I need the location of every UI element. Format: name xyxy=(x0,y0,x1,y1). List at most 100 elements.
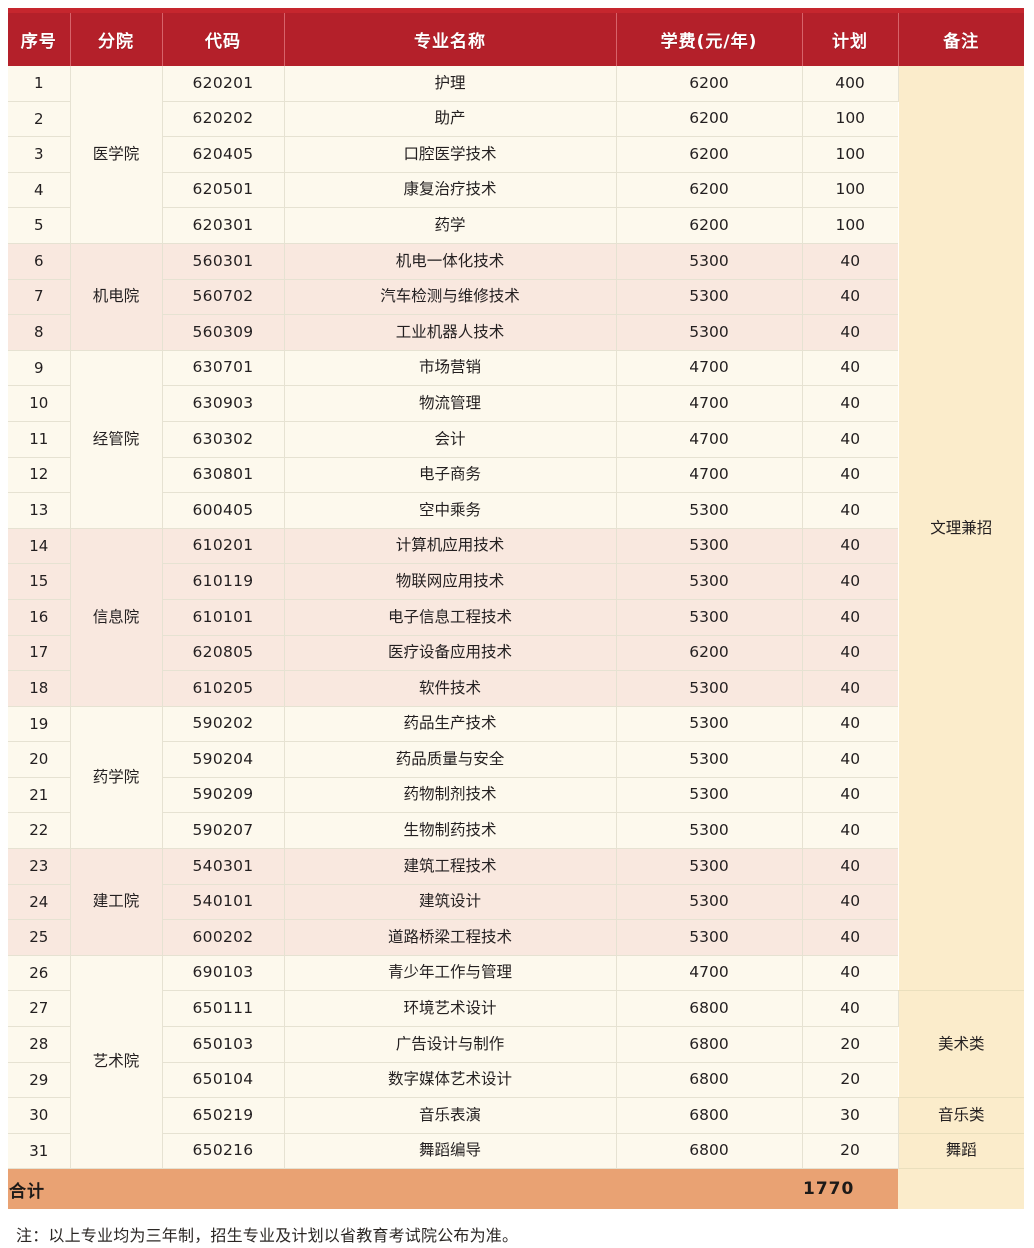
total-label: 合计 xyxy=(8,1168,802,1210)
table-row: 15 610119 物联网应用技术 5300 40 xyxy=(8,563,1024,600)
table-row: 21 590209 药物制剂技术 5300 40 xyxy=(8,777,1024,814)
cell-code: 620301 xyxy=(162,207,285,244)
cell-major: 环境艺术设计 xyxy=(284,990,617,1028)
cell-plan: 40 xyxy=(802,314,898,351)
cell-fee: 5300 xyxy=(616,706,803,743)
table-row: 17 620805 医疗设备应用技术 6200 40 xyxy=(8,635,1024,672)
cell-seq: 8 xyxy=(8,314,71,351)
cell-major: 工业机器人技术 xyxy=(284,314,617,351)
cell-seq: 10 xyxy=(8,385,71,422)
cell-code: 620202 xyxy=(162,101,285,138)
cell-fee: 5300 xyxy=(616,563,803,600)
cell-note: 音乐类 xyxy=(898,1097,1024,1134)
cell-seq: 18 xyxy=(8,670,71,707)
cell-code: 540301 xyxy=(162,848,285,885)
cell-dept: 药学院 xyxy=(70,706,163,850)
cell-plan: 40 xyxy=(802,848,898,885)
cell-seq: 14 xyxy=(8,528,71,565)
table-row: 18 610205 软件技术 5300 40 xyxy=(8,670,1024,707)
cell-code: 540101 xyxy=(162,884,285,921)
cell-code: 590204 xyxy=(162,741,285,778)
cell-fee: 5300 xyxy=(616,812,803,850)
cell-plan: 40 xyxy=(802,421,898,458)
cell-seq: 30 xyxy=(8,1097,71,1134)
cell-seq: 4 xyxy=(8,172,71,209)
cell-note: 美术类 xyxy=(898,990,1024,1099)
cell-major: 广告设计与制作 xyxy=(284,1026,617,1063)
table-row: 30 650219 音乐表演 6800 30 音乐类 xyxy=(8,1097,1024,1134)
table-row: 23 建工院 540301 建筑工程技术 5300 40 xyxy=(8,848,1024,956)
cell-major: 药学 xyxy=(284,207,617,244)
table-row: 1 医学院 620201 护理 6200 400 文理兼招 xyxy=(8,66,1024,992)
cell-seq: 27 xyxy=(8,990,71,1028)
cell-fee: 6200 xyxy=(616,66,803,102)
cell-plan: 100 xyxy=(802,136,898,173)
table-row: 26 艺术院 690103 青少年工作与管理 4700 40 xyxy=(8,955,1024,1170)
cell-major: 电子信息工程技术 xyxy=(284,599,617,636)
cell-major: 护理 xyxy=(284,66,617,102)
cell-plan: 40 xyxy=(802,706,898,743)
cell-seq: 29 xyxy=(8,1062,71,1099)
cell-fee: 6200 xyxy=(616,101,803,138)
cell-major: 空中乘务 xyxy=(284,492,617,529)
cell-seq: 1 xyxy=(8,66,71,102)
table-row: 20 590204 药品质量与安全 5300 40 xyxy=(8,741,1024,778)
column-header-fee: 学费(元/年) xyxy=(616,13,803,66)
cell-fee: 5300 xyxy=(616,599,803,636)
cell-fee: 5300 xyxy=(616,279,803,316)
cell-major: 物流管理 xyxy=(284,385,617,422)
cell-fee: 5300 xyxy=(616,919,803,956)
cell-plan: 40 xyxy=(802,243,898,280)
cell-plan: 40 xyxy=(802,670,898,707)
cell-seq: 31 xyxy=(8,1133,71,1170)
cell-code: 590202 xyxy=(162,706,285,743)
cell-seq: 2 xyxy=(8,101,71,138)
cell-seq: 23 xyxy=(8,848,71,885)
cell-seq: 17 xyxy=(8,635,71,672)
table-row: 12 630801 电子商务 4700 40 xyxy=(8,457,1024,494)
cell-fee: 6800 xyxy=(616,1062,803,1099)
column-header-note: 备注 xyxy=(898,13,1024,66)
cell-fee: 4700 xyxy=(616,955,803,992)
cell-fee: 6800 xyxy=(616,1026,803,1063)
table-body: 1 医学院 620201 护理 6200 400 文理兼招 2 620202 助产 6200 100 3… xyxy=(8,66,1024,1170)
cell-fee: 4700 xyxy=(616,385,803,422)
column-header-plan: 计划 xyxy=(802,13,899,66)
cell-code: 610205 xyxy=(162,670,285,707)
cell-major: 音乐表演 xyxy=(284,1097,617,1134)
cell-major: 机电一体化技术 xyxy=(284,243,617,280)
cell-plan: 100 xyxy=(802,172,898,209)
table-row: 22 590207 生物制药技术 5300 40 xyxy=(8,812,1024,850)
cell-plan: 40 xyxy=(802,492,898,529)
cell-major: 青少年工作与管理 xyxy=(284,955,617,992)
cell-fee: 5300 xyxy=(616,741,803,778)
cell-plan: 40 xyxy=(802,990,899,1028)
cell-major: 会计 xyxy=(284,421,617,458)
table-row: 14 信息院 610201 计算机应用技术 5300 40 xyxy=(8,528,1024,707)
cell-code: 560702 xyxy=(162,279,285,316)
cell-code: 560309 xyxy=(162,314,285,351)
table-row: 5 620301 药学 6200 100 xyxy=(8,207,1024,244)
cell-major: 助产 xyxy=(284,101,617,138)
cell-code: 650103 xyxy=(162,1026,285,1063)
cell-seq: 22 xyxy=(8,812,71,850)
cell-code: 620501 xyxy=(162,172,285,209)
header-row: 序号 分院 代码 专业名称 学费(元/年) 计划 备注 xyxy=(8,13,1024,66)
table-row: 7 560702 汽车检测与维修技术 5300 40 xyxy=(8,279,1024,316)
cell-plan: 40 xyxy=(802,385,898,422)
table-row: 29 650104 数字媒体艺术设计 6800 20 xyxy=(8,1062,1024,1099)
cell-major: 市场营销 xyxy=(284,350,617,387)
cell-code: 690103 xyxy=(162,955,285,992)
cell-fee: 6200 xyxy=(616,172,803,209)
cell-code: 610101 xyxy=(162,599,285,636)
cell-major: 生物制药技术 xyxy=(284,812,617,850)
cell-plan: 40 xyxy=(802,528,898,565)
cell-seq: 12 xyxy=(8,457,71,494)
header-top-strip xyxy=(8,8,1024,13)
table-header: 序号 分院 代码 专业名称 学费(元/年) 计划 备注 xyxy=(8,8,1024,66)
table-row: 24 540101 建筑设计 5300 40 xyxy=(8,884,1024,921)
table-row: 9 经管院 630701 市场营销 4700 40 xyxy=(8,350,1024,529)
cell-fee: 5300 xyxy=(616,848,803,885)
cell-dept: 经管院 xyxy=(70,350,163,529)
column-header-code: 代码 xyxy=(162,13,285,66)
